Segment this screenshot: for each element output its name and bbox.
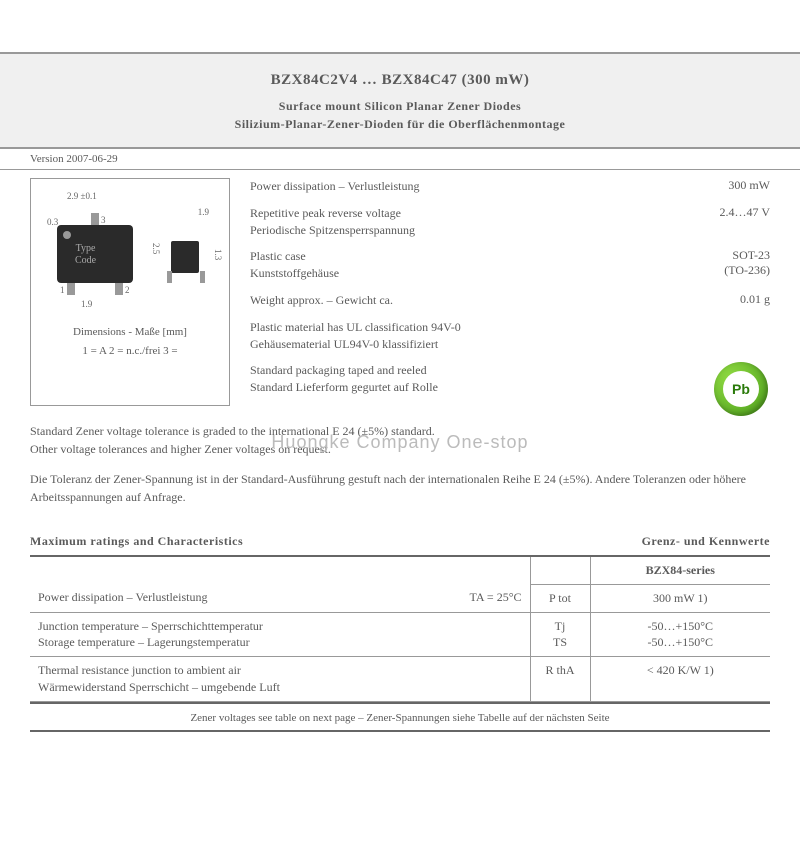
- table-row: Power dissipation – Verlustleistung TA =…: [30, 584, 770, 612]
- dim-caption2: 1 = A 2 = n.c./frei 3 =: [37, 344, 223, 359]
- dim-03: 0.3: [47, 217, 58, 227]
- spec-row: Weight approx. – Gewicht ca.0.01 g: [250, 292, 770, 309]
- lead-b2: [115, 283, 123, 295]
- package-drawing: 2.9 ±0.1 0.3 3 Type Code 1 2 1.9 1.9 1.3…: [45, 187, 215, 317]
- series-label: BZX84-series: [590, 557, 770, 584]
- series-head-row: BZX84-series: [30, 557, 770, 584]
- spec-row: Plastic caseKunststoffgehäuseSOT-23 (TO-…: [250, 248, 770, 282]
- ratings-table: BZX84-series Power dissipation – Verlust…: [30, 557, 770, 702]
- dim-19a: 1.9: [81, 299, 92, 309]
- ratings-section: Maximum ratings and Characteristics Gren…: [0, 526, 800, 736]
- dim-19b: 1.9: [198, 207, 209, 217]
- pb-free-badge: Pb: [714, 362, 768, 416]
- side-body: [171, 241, 199, 273]
- pb-text: Pb: [723, 371, 759, 407]
- lead-top: [91, 213, 99, 225]
- table-header: Maximum ratings and Characteristics Gren…: [30, 530, 770, 557]
- dim-13: 1.3: [213, 249, 223, 260]
- table-head-right: Grenz- und Kennwerte: [642, 534, 770, 549]
- spec-row: Repetitive peak reverse voltagePeriodisc…: [250, 205, 770, 239]
- sot-dot: [63, 231, 71, 239]
- para-en: Standard Zener voltage tolerance is grad…: [30, 422, 770, 458]
- table-row: Thermal resistance junction to ambient a…: [30, 657, 770, 702]
- dim-25: 2.5: [151, 243, 161, 254]
- side-lead-2: [200, 271, 205, 283]
- pin1: 1: [60, 285, 65, 295]
- table-row: Junction temperature – Sperrschichttempe…: [30, 612, 770, 657]
- subtitle-de: Silizium-Planar-Zener-Dioden für die Obe…: [40, 115, 760, 133]
- para-de: Die Toleranz der Zener-Spannung ist in d…: [30, 470, 770, 506]
- dim-caption1: Dimensions - Maße [mm]: [37, 325, 223, 340]
- table-head-left: Maximum ratings and Characteristics: [30, 534, 243, 549]
- side-view: 1.9 1.3: [165, 223, 207, 295]
- subtitle-en: Surface mount Silicon Planar Zener Diode…: [40, 97, 760, 115]
- pin3: 3: [101, 215, 106, 225]
- pin2: 2: [125, 285, 130, 295]
- body-text: Standard Zener voltage tolerance is grad…: [0, 414, 800, 526]
- title-main: BZX84C2V4 … BZX84C47 (300 mW): [40, 72, 760, 89]
- spec-row: Standard packaging taped and reeledStand…: [250, 362, 770, 396]
- version-line: Version 2007-06-29: [0, 149, 800, 170]
- spec-row: Plastic material has UL classification 9…: [250, 319, 770, 353]
- top-section: 2.9 ±0.1 0.3 3 Type Code 1 2 1.9 1.9 1.3…: [0, 170, 800, 414]
- sot-body: Type Code: [57, 225, 133, 283]
- table-footnote: Zener voltages see table on next page – …: [30, 704, 770, 730]
- spec-list: Power dissipation – Verlustleistung300 m…: [250, 178, 770, 406]
- header-band: BZX84C2V4 … BZX84C47 (300 mW) Surface mo…: [0, 52, 800, 149]
- dim-29: 2.9 ±0.1: [67, 191, 97, 201]
- lead-b1: [67, 283, 75, 295]
- spec-row: Power dissipation – Verlustleistung300 m…: [250, 178, 770, 195]
- side-lead-1: [167, 271, 172, 283]
- sot-label: Type Code: [75, 243, 96, 267]
- dimensions-box: 2.9 ±0.1 0.3 3 Type Code 1 2 1.9 1.9 1.3…: [30, 178, 230, 406]
